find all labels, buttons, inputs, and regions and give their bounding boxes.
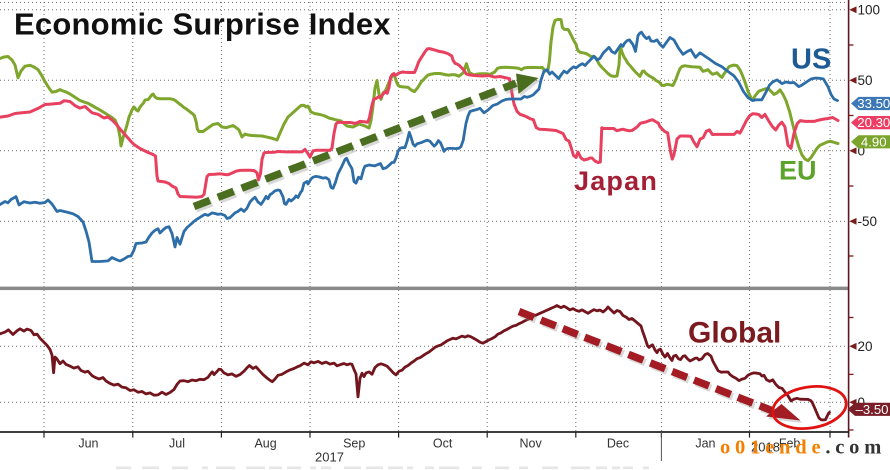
svg-text:0: 0: [858, 395, 866, 410]
svg-text:Nov: Nov: [519, 437, 542, 451]
svg-text:20: 20: [858, 339, 873, 354]
svg-text:2018: 2018: [751, 440, 780, 455]
svg-text:Jul: Jul: [169, 437, 185, 451]
svg-text:Feb: Feb: [779, 437, 801, 451]
svg-text:Global: Global: [688, 317, 781, 350]
svg-text:US: US: [791, 43, 831, 75]
svg-text:Aug: Aug: [254, 437, 276, 451]
svg-text:–3.50: –3.50: [855, 402, 888, 417]
svg-text:Sep: Sep: [343, 437, 365, 451]
svg-text:0: 0: [858, 143, 866, 158]
svg-text:EU: EU: [779, 156, 817, 186]
svg-text:-50: -50: [858, 214, 878, 229]
svg-text:Japan: Japan: [574, 166, 658, 196]
svg-text:50: 50: [858, 73, 873, 88]
svg-text:Oct: Oct: [433, 437, 453, 451]
svg-text:100: 100: [858, 2, 881, 17]
svg-text:o01ende.com: o01ende.com: [720, 437, 886, 459]
svg-text:2017: 2017: [315, 450, 344, 465]
svg-text:Dec: Dec: [607, 437, 629, 451]
svg-text:33.50: 33.50: [857, 96, 890, 111]
svg-text:4.90: 4.90: [861, 134, 887, 149]
svg-text:Economic Surprise Index: Economic Surprise Index: [14, 7, 391, 42]
svg-text:20.30: 20.30: [857, 115, 890, 130]
svg-text:Jun: Jun: [78, 437, 98, 451]
svg-text:Jan: Jan: [695, 437, 715, 451]
